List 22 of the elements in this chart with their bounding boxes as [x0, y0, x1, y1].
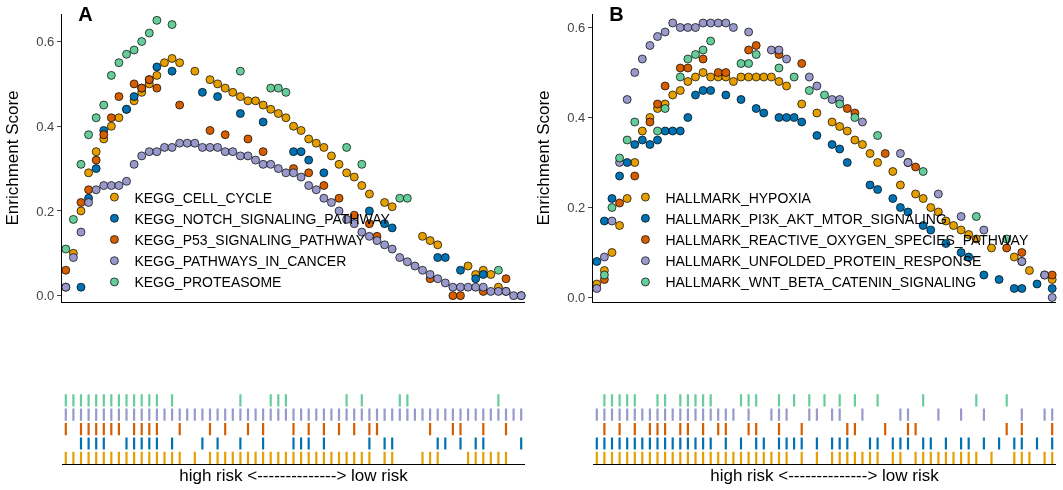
y-axis-title: Enrichment Score: [533, 90, 553, 226]
x-axis-title: high risk <--------------> low risk: [179, 465, 409, 485]
y-tick-label: 0.4: [36, 118, 55, 134]
y-tick-label: 0.0: [36, 288, 55, 304]
legend-label: KEGG_CELL_CYCLE: [134, 189, 273, 206]
y-tick-label: 0.4: [567, 110, 586, 126]
y-tick-label: 0.6: [36, 34, 55, 50]
legend-label: HALLMARK_HYPOXIA: [665, 189, 812, 206]
legend-label: HALLMARK_WNT_BETA_CATENIN_SIGNALING: [665, 274, 977, 291]
y-tick-label: 0.2: [567, 200, 586, 216]
y-tick-label: 0.0: [567, 290, 586, 306]
x-axis-title: high risk <--------------> low risk: [710, 465, 940, 485]
y-axis-title: Enrichment Score: [2, 90, 22, 226]
legend-label: KEGG_PATHWAYS_IN_CANCER: [134, 253, 347, 270]
legend-label: KEGG_P53_SIGNALING_PATHWAY: [134, 231, 366, 248]
legend-label: KEGG_PROTEASOME: [134, 274, 282, 291]
chart-title: B: [609, 3, 624, 26]
chart-title: A: [78, 3, 93, 26]
legend-label: HALLMARK_UNFOLDED_PROTEIN_RESPONSE: [665, 253, 982, 270]
y-tick-label: 0.2: [36, 203, 55, 219]
legend-label: HALLMARK_PI3K_AKT_MTOR_SIGNALING: [665, 210, 947, 227]
y-tick-label: 0.6: [567, 20, 586, 36]
